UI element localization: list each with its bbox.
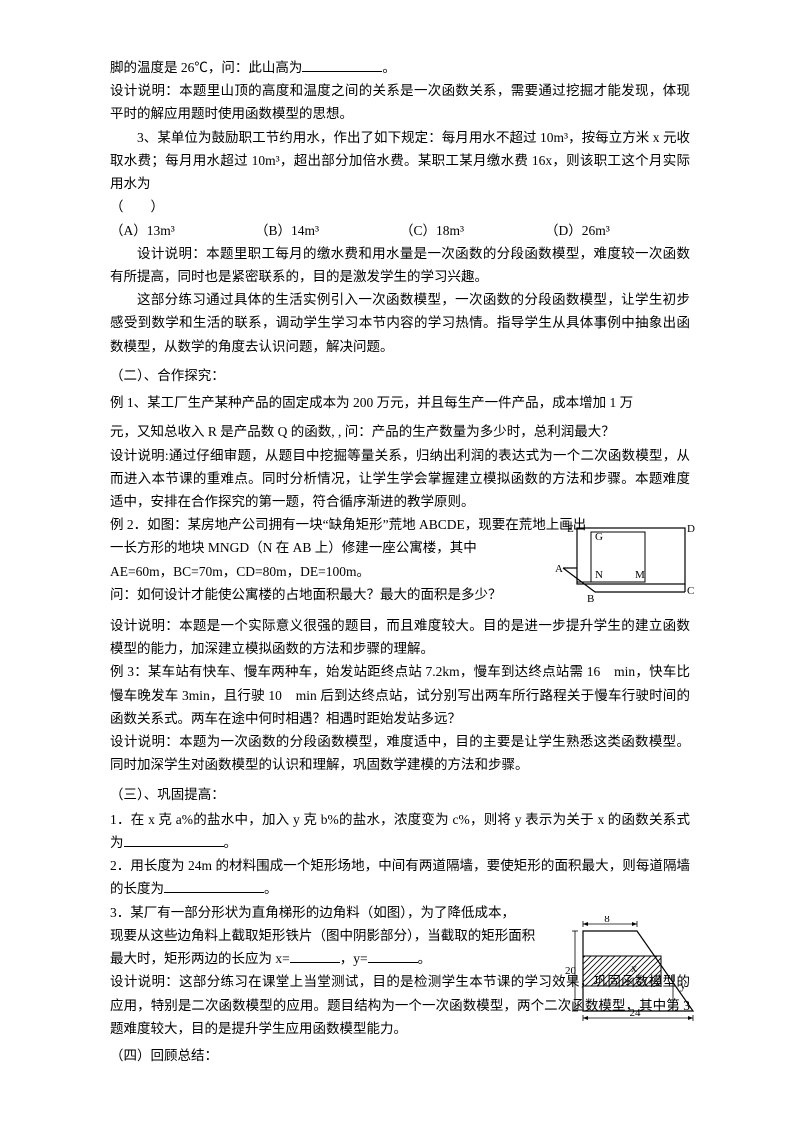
label-x: x	[631, 961, 637, 975]
paragraph: 设计说明:通过仔细审题，从题目中挖掘等量关系，归纳出利润的表达式为一个二次函数模…	[110, 444, 690, 514]
text: ，y=	[340, 951, 368, 966]
document-page: 脚的温度是 26℃，问：此山高为。 设计说明：本题里山顶的高度和温度之间的关系是…	[0, 0, 800, 1109]
geometry-figure-1: E G D A N M B C	[555, 520, 695, 605]
paragraph: 设计说明：本题里职工每月的缴水费和用水量是一次函数的分段函数模型，难度较一次函数…	[110, 242, 690, 288]
text: 。	[224, 835, 238, 850]
label-8: 8	[604, 916, 610, 925]
blank-line	[368, 949, 418, 964]
paragraph: 设计说明：本题里山顶的高度和温度之间的关系是一次函数关系，需要通过挖掘才能发现，…	[110, 79, 690, 125]
paragraph: 设计说明：本题是一个实际意义很强的题目，而且难度较大。目的是进一步提升学生的建立…	[110, 614, 690, 660]
label-a: A	[555, 563, 563, 575]
blank-line	[164, 879, 264, 894]
paragraph: 元，又知总收入 R 是产品数 Q 的函数, , 问：产品的生产数量为多少时，总利…	[110, 420, 690, 443]
label-n: N	[595, 569, 603, 581]
option-b: （B）14m³	[255, 219, 400, 242]
label-20: 20	[565, 965, 577, 977]
label-m: M	[635, 569, 645, 581]
paragraph: （ ）	[110, 195, 690, 218]
option-d: （D）26m³	[545, 219, 690, 242]
section-heading: （四）回顾总结：	[110, 1044, 690, 1067]
text: 。	[382, 60, 396, 75]
text: 脚的温度是 26℃，问：此山高为	[110, 60, 302, 75]
blank-line	[302, 58, 382, 73]
option-row: （A）13m³ （B）14m³ （C）18m³ （D）26m³	[110, 219, 690, 242]
label-g: G	[595, 531, 603, 543]
text: 。	[418, 951, 432, 966]
paragraph: 例 1、某工厂生产某种产品的固定成本为 200 万元，并且每生产一件产品，成本增…	[110, 391, 690, 414]
section-heading: （三）、巩固提高：	[110, 783, 690, 806]
paragraph: 2．用长度为 24m 的材料围成一个矩形场地，中间有两道隔墙，要使矩形的面积最大…	[110, 854, 690, 900]
section-heading: （二）、合作探究：	[110, 364, 690, 387]
label-d: D	[687, 523, 695, 535]
option-c: （C）18m³	[400, 219, 545, 242]
blank-line	[290, 949, 340, 964]
label-e: E	[567, 523, 574, 535]
blank-line	[124, 833, 224, 848]
text: 最大时，矩形两边的长应为 x=	[110, 951, 290, 966]
label-24: 24	[630, 1007, 642, 1019]
text: 。	[264, 881, 278, 896]
paragraph: 设计说明：本题为一次函数的分段函数模型，难度适中，目的主要是让学生熟悉这类函数模…	[110, 730, 690, 776]
option-a: （A）13m³	[110, 219, 255, 242]
paragraph: 这部分练习通过具体的生活实例引入一次函数模型，一次函数的分段函数模型，让学生初步…	[110, 288, 690, 358]
label-b: B	[587, 593, 594, 605]
paragraph: 1．在 x 克 a%的盐水中，加入 y 克 b%的盐水，浓度变为 c%，则将 y…	[110, 808, 690, 854]
paragraph: 3、某单位为鼓励职工节约用水，作出了如下规定：每月用水不超过 10m³，按每立方…	[110, 126, 690, 196]
label-y: y	[680, 978, 686, 992]
geometry-figure-2: 8 20 x y 24	[565, 916, 705, 1026]
paragraph: 例 3：某车站有快车、慢车两种车，始发站距终点站 7.2km，慢车到达终点站需 …	[110, 660, 690, 730]
paragraph: 脚的温度是 26℃，问：此山高为 。	[110, 56, 690, 79]
label-c: C	[687, 585, 694, 597]
